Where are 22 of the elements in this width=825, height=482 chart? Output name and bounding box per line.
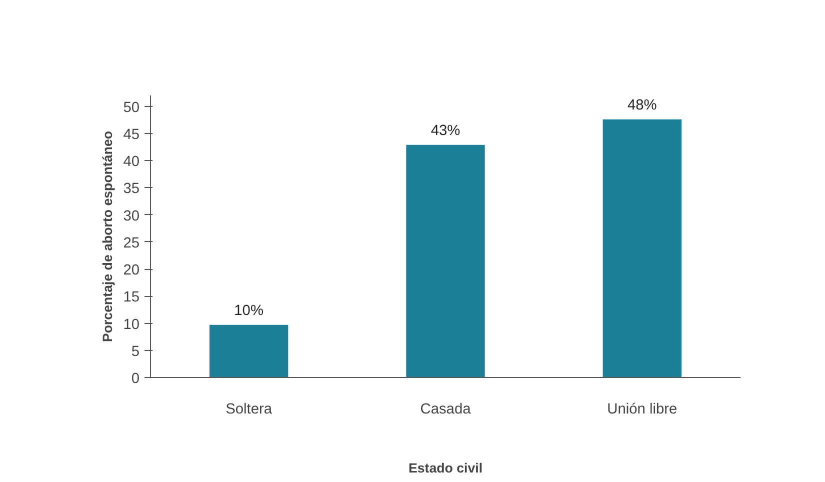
data-label: 43% <box>430 122 460 139</box>
y-tick-label: 10 <box>123 316 140 333</box>
y-tick-label: 0 <box>131 371 140 387</box>
y-tick-label: 50 <box>123 100 140 116</box>
bar <box>406 144 485 378</box>
data-label: 10% <box>234 302 264 319</box>
y-tick-label: 20 <box>123 262 140 279</box>
bar <box>602 119 682 378</box>
bar <box>210 324 288 378</box>
x-axis-title: Estado civil <box>408 460 483 476</box>
x-tick-label: Soltera <box>226 402 273 418</box>
y-tick-label: 15 <box>123 290 140 306</box>
y-tick-label: 40 <box>123 154 140 170</box>
y-tick-label: 35 <box>123 181 140 198</box>
y-axis-title: Porcentaje de aborto espontáneo <box>100 130 116 342</box>
y-tick-label: 25 <box>123 235 140 252</box>
x-tick-label: Casada <box>420 402 472 418</box>
x-tick-label: Unión libre <box>607 402 678 418</box>
y-tick-label: 45 <box>123 126 140 143</box>
y-tick-label: 5 <box>131 344 140 360</box>
y-tick-label: 30 <box>123 208 140 224</box>
data-label: 48% <box>628 97 657 114</box>
